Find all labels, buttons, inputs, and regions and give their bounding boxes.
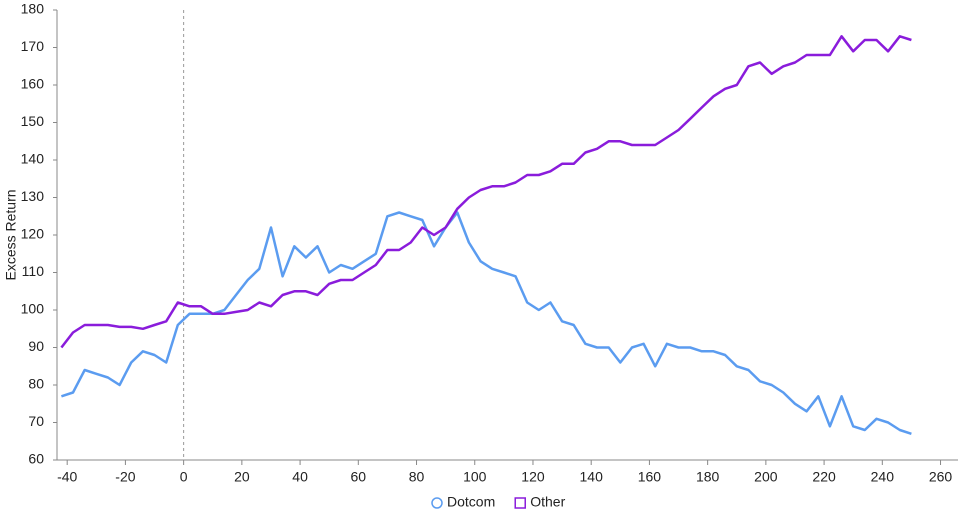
y-tick-label: 120 (21, 226, 45, 242)
x-tick-label: 20 (234, 469, 250, 485)
x-tick-label: 140 (580, 469, 604, 485)
y-tick-label: 110 (22, 263, 45, 279)
x-tick-label: 200 (754, 469, 778, 485)
x-tick-label: 120 (521, 469, 545, 485)
x-tick-label: 0 (180, 469, 188, 485)
legend-label: Other (530, 494, 565, 510)
x-tick-label: 160 (638, 469, 662, 485)
x-tick-label: 60 (351, 469, 367, 485)
data-line (60, 35, 912, 349)
y-tick-label: 140 (21, 151, 45, 167)
y-tick-label: 90 (28, 338, 44, 354)
y-tick-label: 80 (28, 376, 44, 392)
legend-label: Dotcom (447, 494, 495, 510)
x-tick-label: 180 (696, 469, 720, 485)
y-axis-label: Excess Return (3, 189, 19, 280)
y-tick-label: 60 (28, 451, 44, 467)
y-tick-label: 150 (21, 113, 45, 129)
y-tick-label: 70 (28, 413, 44, 429)
x-tick-label: 80 (409, 469, 425, 485)
x-tick-label: 220 (812, 469, 836, 485)
y-tick-label: 100 (21, 301, 45, 317)
y-tick-label: 180 (21, 1, 45, 17)
data-line (61, 211, 912, 435)
legend-marker (431, 497, 443, 509)
legend: Dotcom Other (431, 494, 566, 510)
y-tick-label: 130 (21, 188, 45, 204)
x-tick-label: 240 (871, 469, 895, 485)
x-tick-label: 40 (292, 469, 308, 485)
x-tick-label: 260 (929, 469, 953, 485)
x-tick-label: 100 (463, 469, 487, 485)
y-tick-label: 170 (21, 38, 45, 54)
x-tick-label: -40 (57, 469, 77, 485)
y-tick-label: 160 (21, 76, 45, 92)
legend-marker (514, 497, 526, 509)
x-tick-label: -20 (115, 469, 135, 485)
